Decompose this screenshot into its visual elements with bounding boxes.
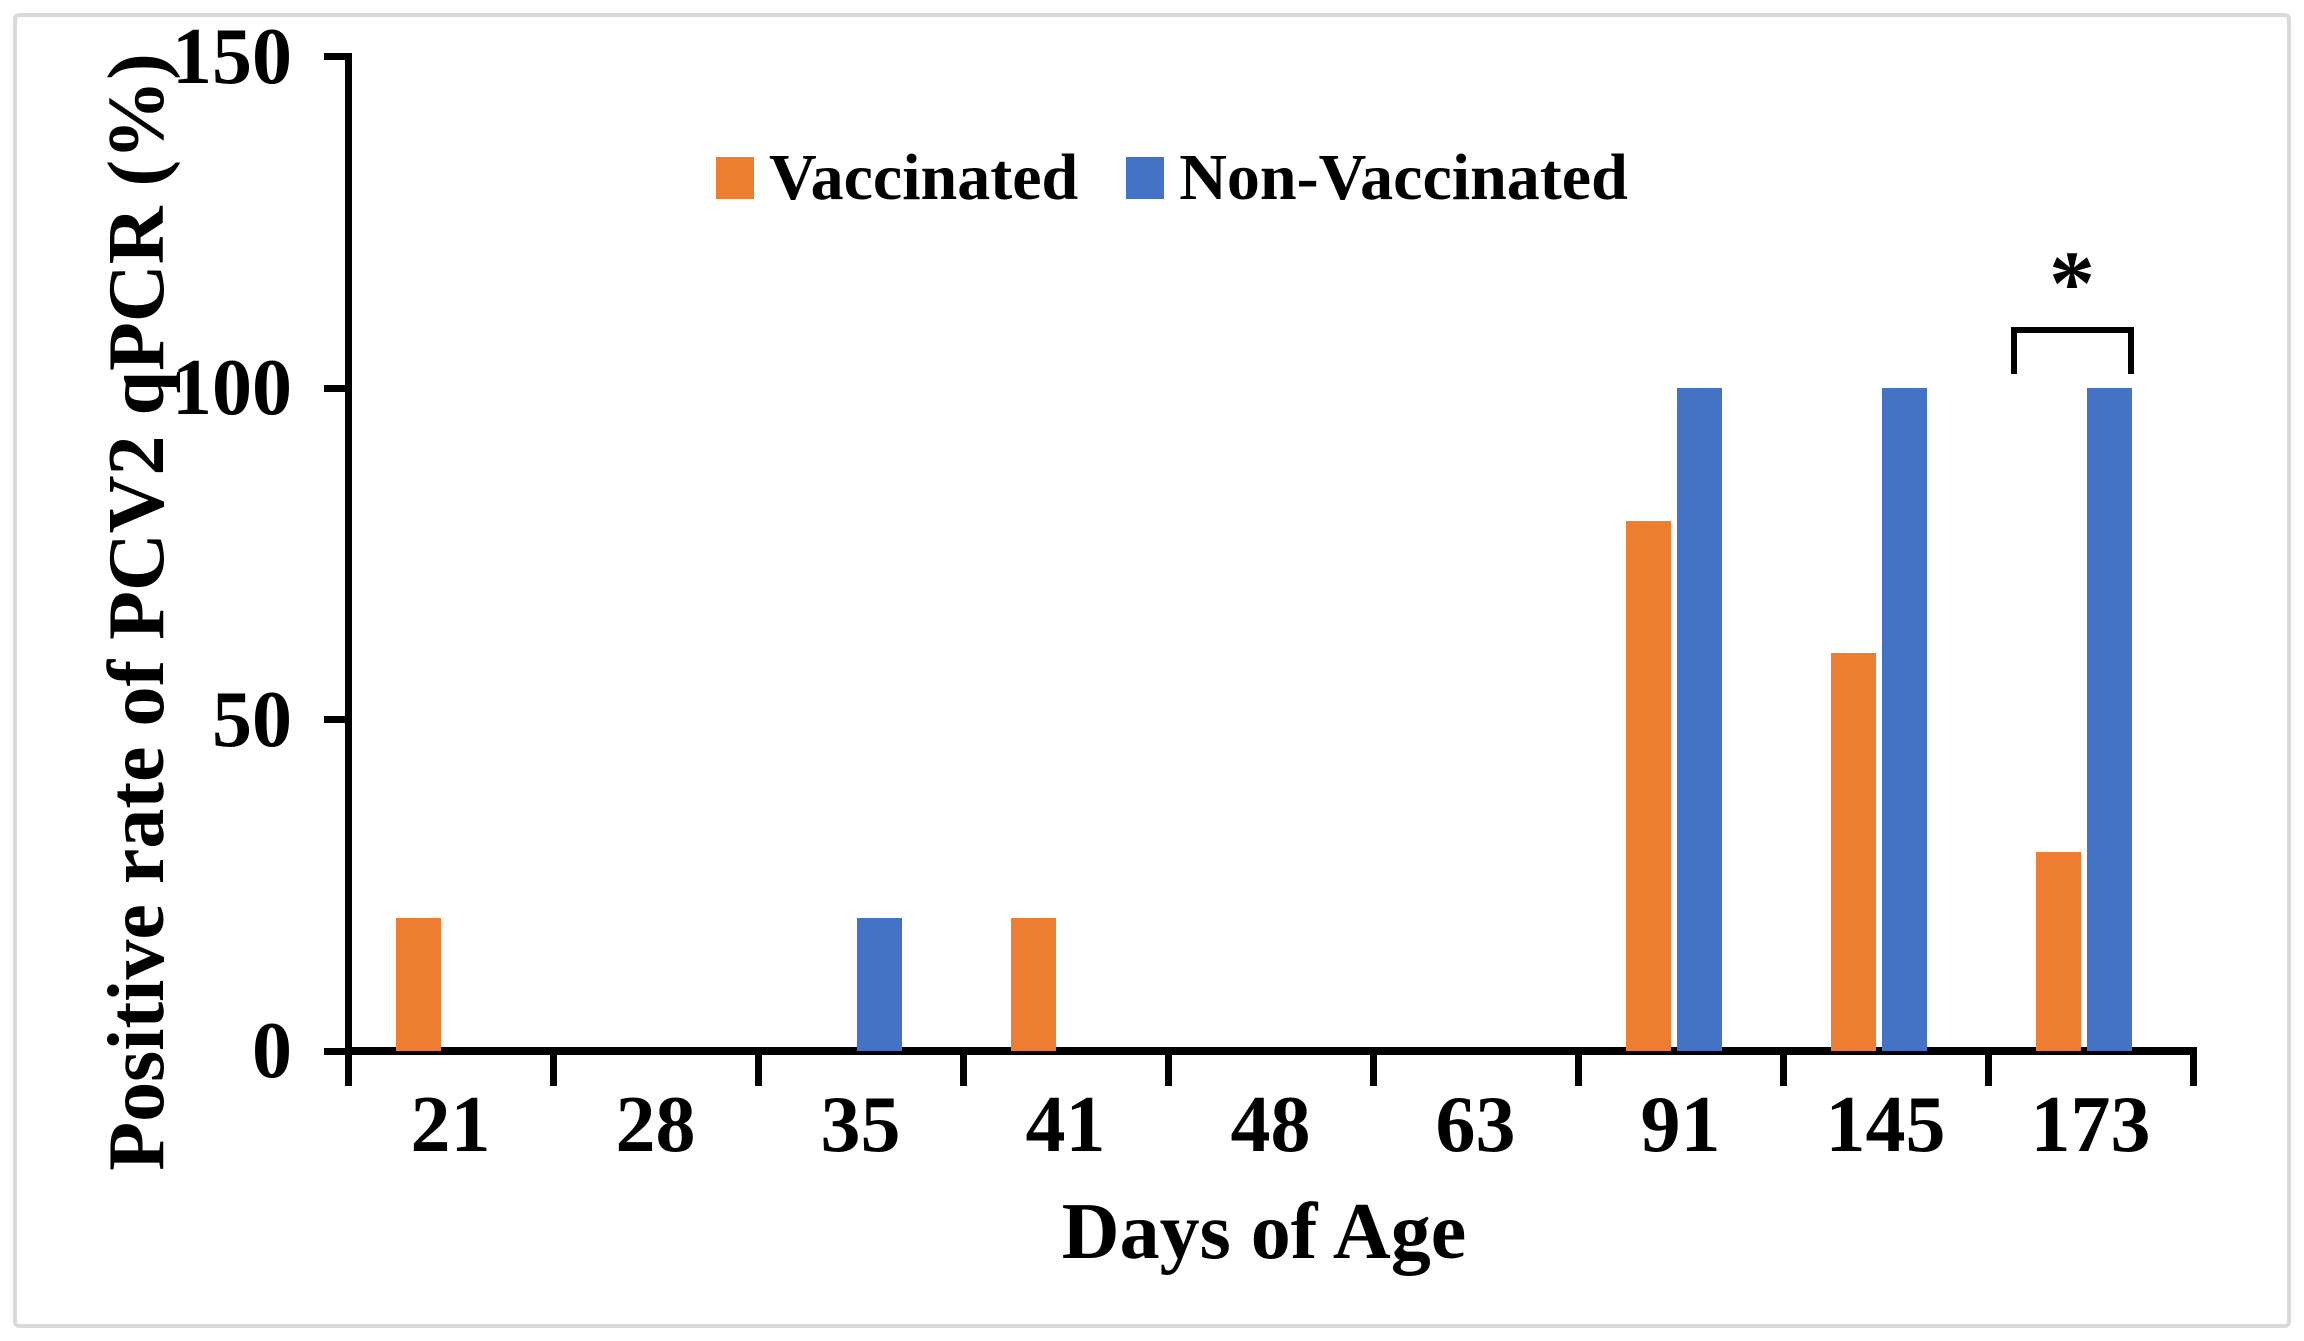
x-tick-label: 145 — [1825, 1081, 1946, 1169]
legend-item-vaccinated: Vaccinated — [716, 145, 1078, 211]
bar-vaccinated-41 — [1010, 918, 1056, 1051]
legend: Vaccinated Non-Vaccinated — [716, 145, 1676, 211]
x-tick-label: 35 — [820, 1081, 901, 1169]
y-tick-label: 100 — [172, 344, 292, 432]
bar-non-vaccinated-173 — [2086, 388, 2132, 1051]
legend-swatch-icon — [716, 157, 754, 199]
significance-asterisk: * — [2049, 232, 2095, 334]
x-axis-tick — [1779, 1055, 1787, 1086]
legend-swatch-icon — [1126, 157, 1165, 199]
x-tick-label: 91 — [1640, 1081, 1721, 1169]
x-tick-label: 28 — [615, 1081, 696, 1169]
y-axis-title: Positive rate of PCV2 qPCR (%) — [93, 53, 181, 1171]
y-axis-tick — [324, 716, 352, 723]
x-axis-tick — [344, 1055, 352, 1086]
bar-vaccinated-173 — [2035, 852, 2081, 1051]
y-axis-line — [345, 53, 352, 1055]
x-axis-title: Days of Age — [1061, 1188, 1467, 1276]
y-axis-tick — [324, 1047, 352, 1055]
y-tick-label: 0 — [252, 1007, 292, 1095]
x-axis-tick — [1164, 1055, 1172, 1086]
legend-label: Non-Vaccinated — [1179, 141, 1628, 214]
x-axis-tick — [549, 1055, 557, 1086]
x-tick-label: 63 — [1435, 1081, 1516, 1169]
bar-vaccinated-21 — [395, 918, 441, 1051]
x-tick-label: 48 — [1230, 1081, 1311, 1169]
x-axis-tick — [1574, 1055, 1582, 1086]
x-axis-line — [345, 1047, 2197, 1055]
x-axis-tick — [754, 1055, 762, 1086]
legend-item-non-vaccinated: Non-Vaccinated — [1126, 145, 1628, 211]
x-axis-tick — [2189, 1055, 2197, 1086]
legend-label: Vaccinated — [769, 141, 1079, 214]
bar-non-vaccinated-145 — [1881, 388, 1927, 1051]
x-tick-label: 173 — [2030, 1081, 2151, 1169]
bar-non-vaccinated-91 — [1676, 388, 1722, 1051]
bar-vaccinated-145 — [1830, 653, 1876, 1051]
y-axis-tick — [324, 53, 352, 60]
bar-vaccinated-91 — [1625, 520, 1671, 1051]
x-axis-tick — [1984, 1055, 1992, 1086]
y-axis-tick — [324, 384, 352, 392]
x-axis-tick — [959, 1055, 967, 1086]
y-tick-label: 150 — [172, 12, 292, 101]
x-axis-tick — [1369, 1055, 1377, 1086]
x-tick-label: 21 — [410, 1081, 491, 1169]
bar-non-vaccinated-35 — [856, 918, 902, 1051]
significance-bracket — [2010, 327, 2134, 374]
y-tick-label: 50 — [212, 675, 292, 764]
x-tick-label: 41 — [1025, 1081, 1106, 1169]
